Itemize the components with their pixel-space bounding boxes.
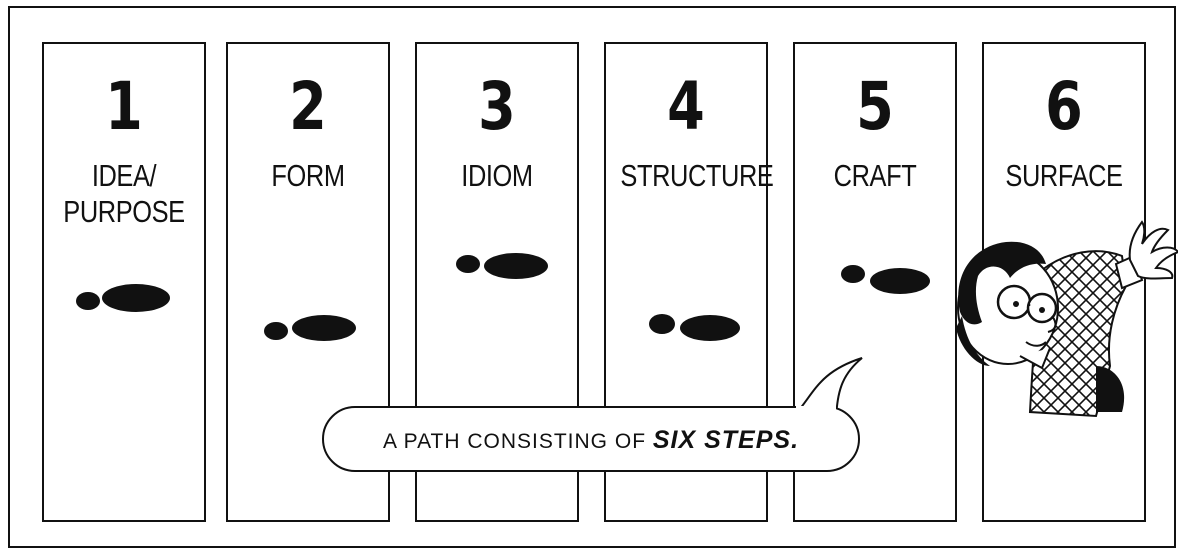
step-label: CRAFT xyxy=(833,158,917,193)
speech-tail xyxy=(791,357,863,417)
caption-emphasis: SIX STEPS. xyxy=(652,426,800,454)
footprint-icon xyxy=(841,265,930,294)
step-label: FORM xyxy=(271,158,345,193)
cartoon-character xyxy=(956,220,1178,418)
step-label: STRUCTURE xyxy=(620,158,774,193)
footprint-icon xyxy=(264,315,356,341)
comic-panel: 1 IDEA/ PURPOSE 2 FORM 3 IDIOM 4 STRUCTU… xyxy=(8,6,1178,548)
footprint-icon xyxy=(76,284,170,312)
speech-bubble: A PATH CONSISTING OF SIX STEPS. xyxy=(322,406,860,472)
step-number: 4 xyxy=(667,68,705,145)
step-number: 6 xyxy=(1045,68,1083,145)
step-label: SURFACE xyxy=(1005,158,1123,193)
footprint-icon xyxy=(649,314,740,341)
footprint-icon xyxy=(456,253,548,279)
speech-text: A PATH CONSISTING OF SIX STEPS. xyxy=(324,425,858,457)
step-label: IDEA/ PURPOSE xyxy=(63,158,185,229)
tail-joint xyxy=(796,406,836,410)
step-label: IDIOM xyxy=(461,158,533,193)
step-number: 3 xyxy=(478,68,516,145)
door-step-1: 1 IDEA/ PURPOSE xyxy=(42,42,206,522)
step-number: 1 xyxy=(105,68,143,145)
caption-lead: A PATH CONSISTING OF xyxy=(382,430,647,453)
step-number: 2 xyxy=(289,68,327,145)
step-number: 5 xyxy=(856,68,894,145)
